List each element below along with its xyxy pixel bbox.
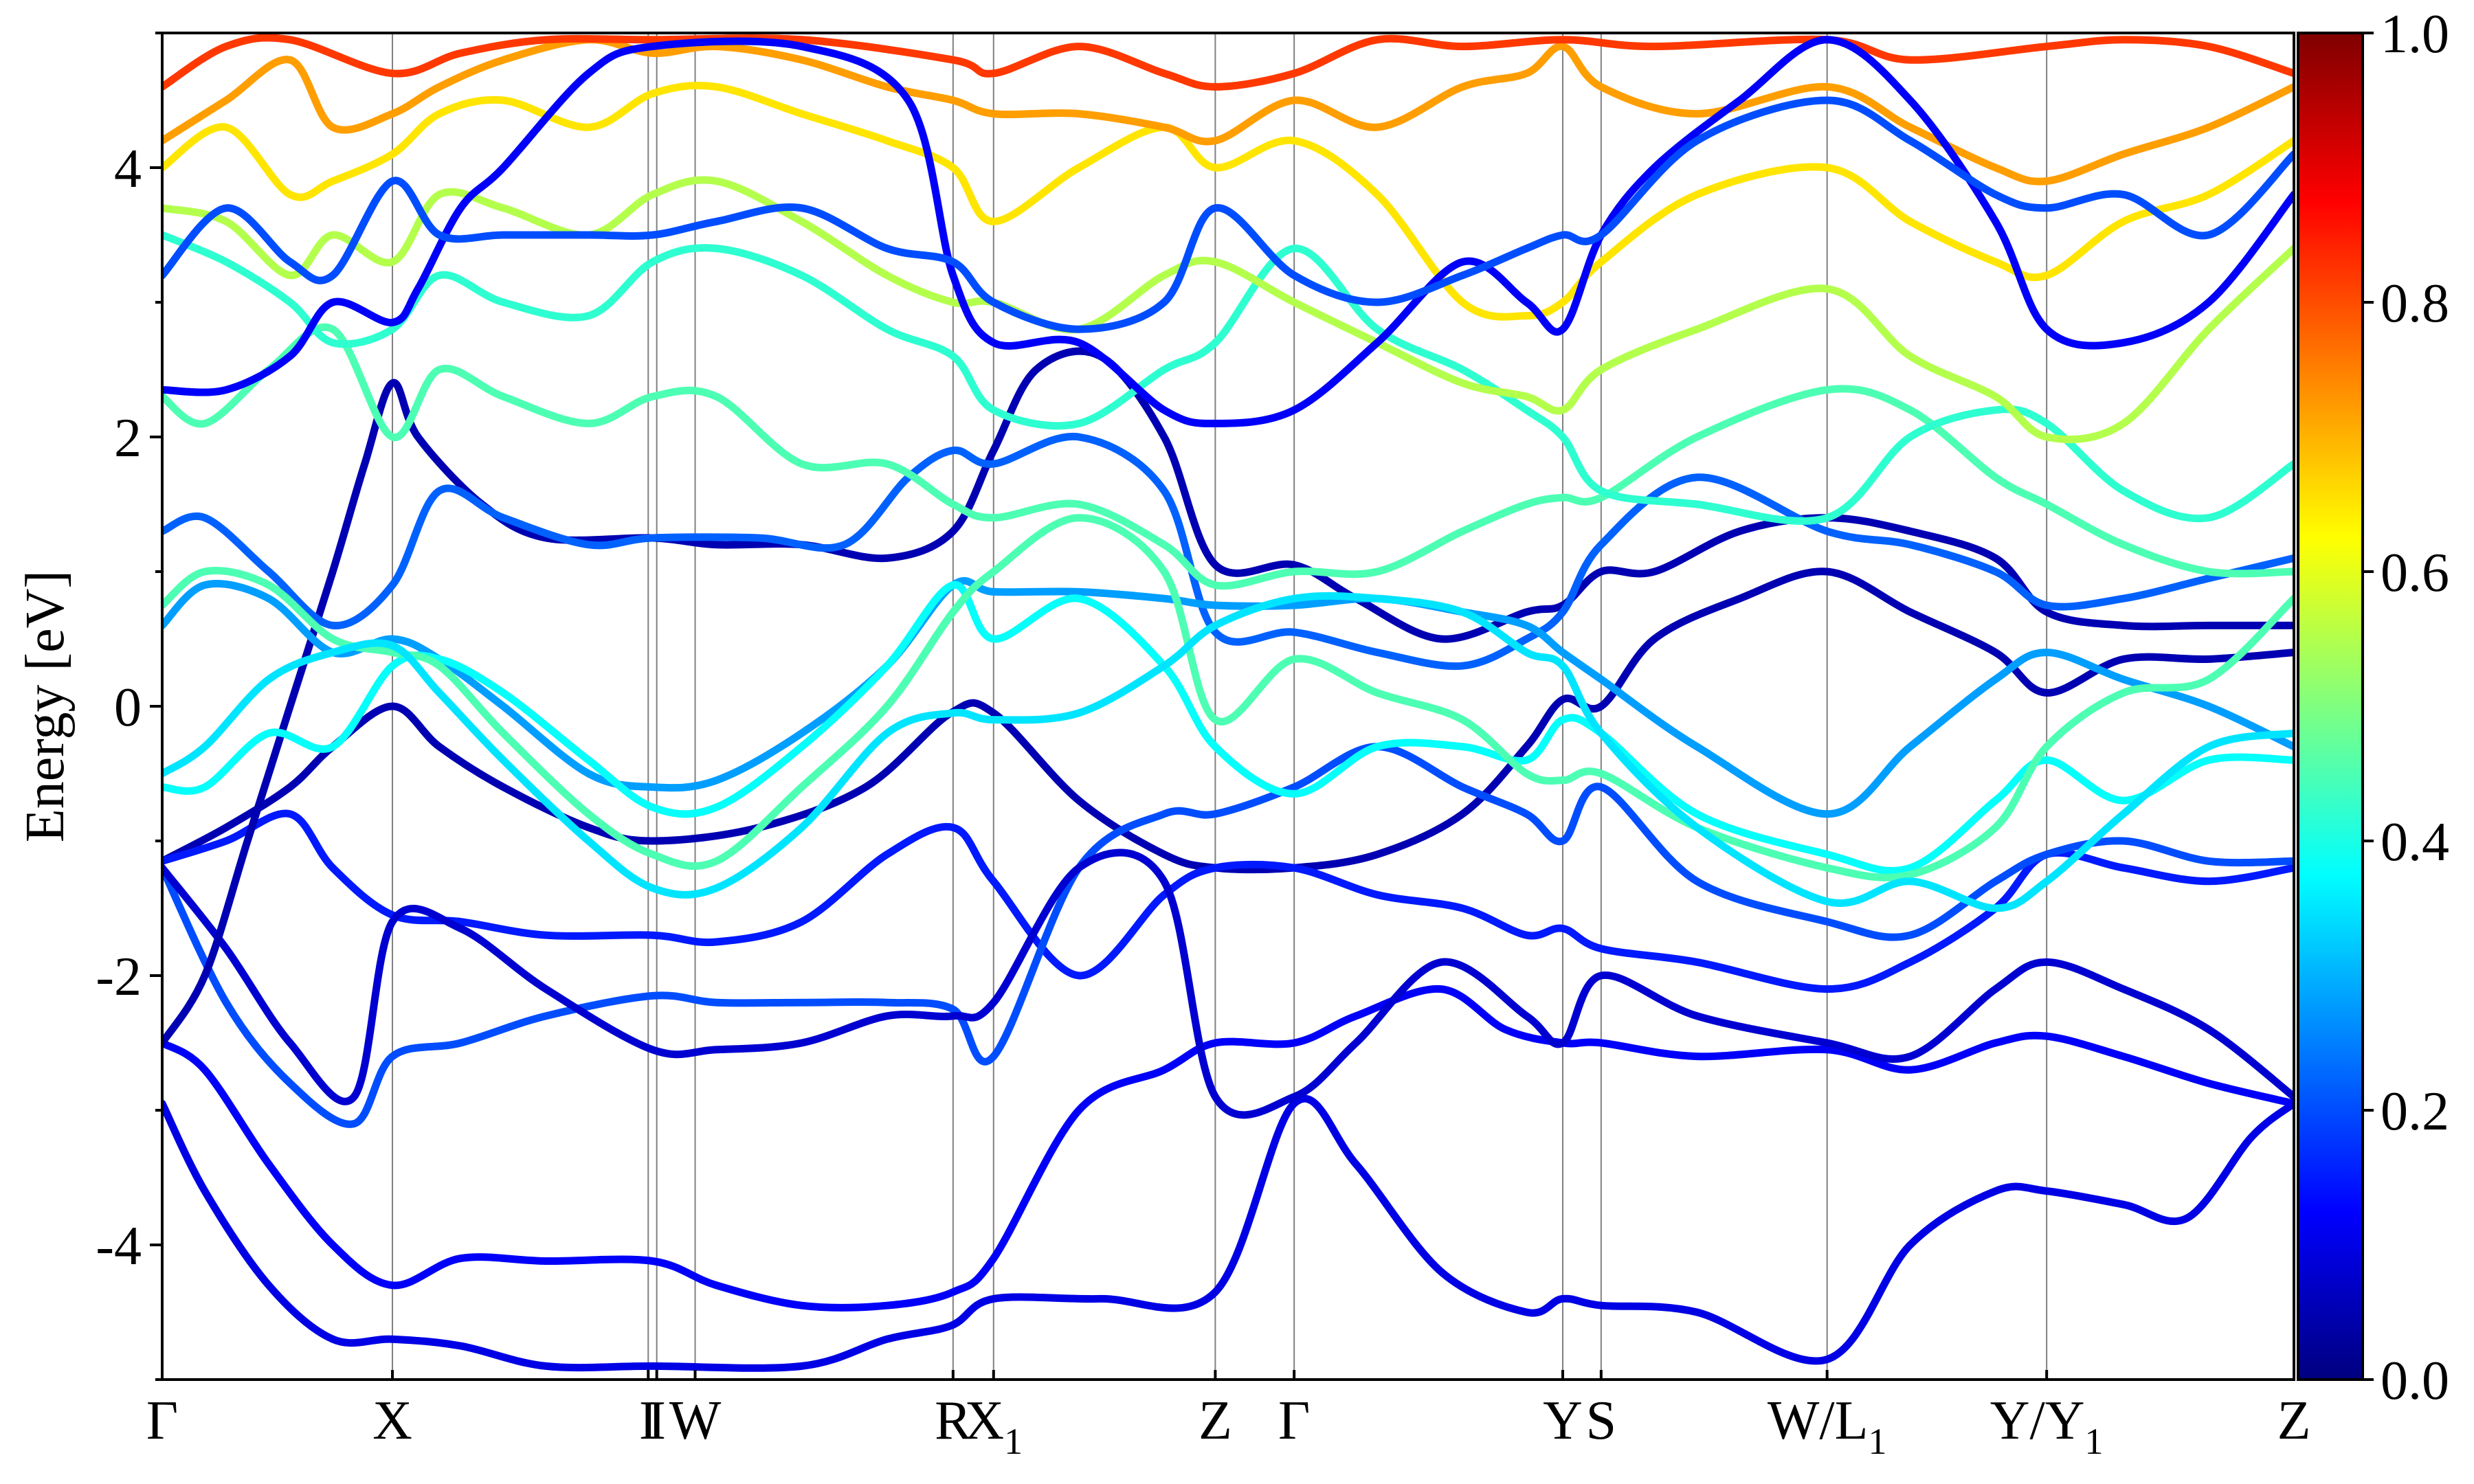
y-tick-label: -2 — [96, 947, 142, 1007]
x-tick-subscript: 1 — [2085, 1421, 2104, 1462]
y-tick-label: 0 — [114, 677, 142, 738]
band-line — [162, 36, 2294, 186]
x-tick-text: W — [669, 1391, 722, 1451]
x-tick-text: W/L — [1768, 1391, 1869, 1451]
x-tick-text: Z — [2277, 1391, 2311, 1451]
band-line — [162, 1094, 2294, 1372]
band-line — [162, 809, 2294, 993]
band-line — [162, 848, 2294, 1119]
y-axis-label: Energy [eV] — [15, 570, 76, 842]
x-tick-label: W/L1 — [1768, 1391, 1887, 1462]
colorbar-tick-label: 0.8 — [2381, 273, 2449, 334]
x-tick-label: W — [669, 1391, 722, 1451]
x-tick-label: I — [639, 1391, 658, 1451]
band-line — [162, 985, 2294, 1312]
x-tick-label: Y — [1543, 1391, 1583, 1451]
band-line — [162, 743, 2294, 1128]
x-tick-label: X1 — [964, 1391, 1023, 1462]
band-line — [162, 231, 2294, 525]
x-tick-text: Y — [1543, 1391, 1583, 1451]
x-tick-text: S — [1586, 1391, 1617, 1451]
colorbar-axis: 0.0 0.2 0.4 0.6 0.8 1.0 — [2363, 4, 2449, 1411]
band-line — [162, 82, 2294, 321]
x-tick-label: Z — [1199, 1391, 1232, 1451]
x-tick-text: R — [935, 1391, 972, 1451]
y-tick-label: 4 — [114, 139, 142, 199]
x-tick-label: X — [372, 1391, 412, 1451]
x-tick-label: S — [1586, 1391, 1617, 1451]
colorbar-tick-label: 1.0 — [2381, 4, 2449, 65]
x-tick-text: X — [372, 1391, 412, 1451]
band-line — [162, 514, 2294, 881]
x-tick-text: Y/Y — [1990, 1391, 2085, 1451]
x-tick-text: I — [647, 1391, 666, 1451]
y-tick-label: -4 — [96, 1216, 142, 1277]
band-line — [162, 592, 2294, 912]
x-tick-text: Γ — [146, 1391, 178, 1451]
y-tick-label: 2 — [114, 408, 142, 469]
x-tick-label: Y/Y1 — [1990, 1391, 2104, 1462]
x-tick-label: Z — [2277, 1391, 2311, 1451]
band-lines — [162, 34, 2294, 1372]
x-tick-text: Z — [1199, 1391, 1232, 1451]
x-axis: Γ X II W RX1 Z Γ Y S W/L1 Y/Y1 Z — [146, 1370, 2311, 1462]
band-line — [162, 176, 2294, 444]
x-tick-text: X — [964, 1391, 1004, 1451]
band-line — [162, 323, 2294, 590]
y-axis: -4 -2 0 2 4 — [96, 32, 162, 1381]
band-line — [162, 34, 2294, 91]
x-tick-label: I — [647, 1391, 666, 1451]
band-line — [162, 36, 2294, 427]
x-tick-label: Γ — [1278, 1391, 1310, 1451]
band-line — [162, 581, 2294, 875]
band-line — [162, 347, 2294, 1047]
colorbar-tick-label: 0.6 — [2381, 543, 2449, 603]
x-tick-label: R — [935, 1391, 972, 1451]
colorbar-tick-label: 0.0 — [2381, 1351, 2449, 1411]
colorbar-tick-label: 0.4 — [2381, 812, 2449, 873]
x-tick-label: Γ — [146, 1391, 178, 1451]
band-line — [162, 432, 2294, 671]
colorbar-tick-label: 0.2 — [2381, 1081, 2449, 1142]
x-tick-text: I — [639, 1391, 658, 1451]
x-tick-text: Γ — [1278, 1391, 1310, 1451]
colorbar — [2297, 32, 2364, 1381]
band-line — [162, 96, 2294, 333]
x-tick-subscript: 1 — [1004, 1421, 1023, 1462]
x-tick-subscript: 1 — [1868, 1421, 1886, 1462]
